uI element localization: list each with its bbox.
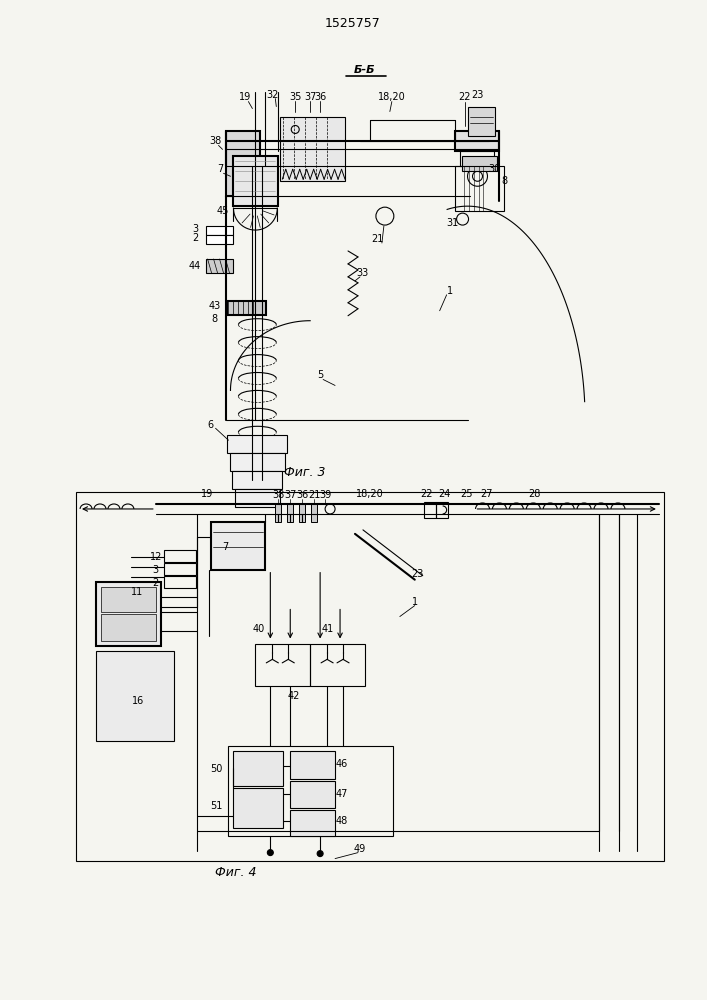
Bar: [291, 810, 335, 836]
Bar: [233, 156, 279, 206]
Text: 30: 30: [489, 164, 501, 174]
Bar: [291, 781, 335, 808]
Text: 41: 41: [322, 624, 334, 634]
Text: 25: 25: [460, 489, 473, 499]
Text: 43: 43: [209, 301, 221, 311]
Text: 11: 11: [131, 587, 143, 597]
Bar: [233, 751, 284, 786]
Text: 22: 22: [458, 92, 471, 102]
Text: 50: 50: [210, 764, 223, 774]
Text: 51: 51: [210, 801, 223, 811]
Text: 2: 2: [192, 233, 199, 243]
Text: 7: 7: [217, 164, 223, 174]
Text: 32: 32: [266, 90, 279, 100]
Text: 36: 36: [296, 490, 308, 500]
Text: 42: 42: [288, 691, 300, 701]
Text: 39: 39: [319, 490, 332, 500]
Bar: [467, 107, 496, 136]
Bar: [211, 522, 265, 570]
Text: 47: 47: [336, 789, 349, 799]
Text: 28: 28: [528, 489, 540, 499]
Bar: [226, 131, 260, 196]
Bar: [233, 471, 282, 489]
Text: 27: 27: [480, 489, 493, 499]
Text: 19: 19: [239, 92, 252, 102]
Text: 48: 48: [336, 816, 348, 826]
Bar: [226, 301, 267, 315]
Text: 33: 33: [356, 268, 368, 278]
Bar: [455, 166, 504, 211]
Text: 49: 49: [354, 844, 366, 854]
Text: 5: 5: [317, 370, 323, 380]
Text: 1: 1: [447, 286, 452, 296]
Text: 12: 12: [150, 552, 162, 562]
Bar: [275, 504, 281, 522]
Text: Б-Б: Б-Б: [354, 65, 375, 75]
Bar: [101, 614, 156, 641]
Bar: [96, 651, 174, 741]
Bar: [164, 576, 196, 588]
Text: Фиг. 3: Фиг. 3: [284, 466, 326, 479]
Text: 16: 16: [132, 696, 144, 706]
Text: Фиг. 4: Фиг. 4: [215, 866, 256, 879]
Bar: [460, 151, 494, 166]
Bar: [206, 235, 233, 244]
Text: 37: 37: [304, 92, 316, 102]
Text: 1525757: 1525757: [325, 17, 381, 30]
Text: 18,20: 18,20: [356, 489, 384, 499]
Circle shape: [317, 851, 323, 857]
Text: 3: 3: [192, 224, 199, 234]
Bar: [291, 751, 335, 779]
Bar: [164, 550, 196, 562]
Text: 8: 8: [211, 314, 218, 324]
Text: 44: 44: [189, 261, 201, 271]
Text: 7: 7: [223, 542, 228, 552]
Bar: [206, 226, 233, 235]
Bar: [228, 435, 287, 453]
Bar: [233, 788, 284, 828]
Text: 24: 24: [438, 489, 451, 499]
Bar: [310, 644, 365, 686]
Bar: [455, 131, 499, 151]
Text: 22: 22: [421, 489, 433, 499]
Bar: [230, 453, 285, 471]
Text: 23: 23: [472, 90, 484, 100]
Text: 18,20: 18,20: [378, 92, 406, 102]
Text: 8: 8: [501, 176, 508, 186]
Bar: [228, 746, 393, 836]
Text: 21: 21: [308, 490, 320, 500]
Bar: [462, 156, 498, 171]
Bar: [206, 259, 233, 273]
Bar: [311, 504, 317, 522]
Text: 1: 1: [411, 597, 418, 607]
Bar: [235, 489, 280, 507]
Bar: [423, 502, 436, 518]
Bar: [96, 582, 160, 646]
Text: 6: 6: [207, 420, 214, 430]
Bar: [164, 563, 196, 575]
Bar: [101, 587, 156, 612]
Bar: [76, 492, 664, 861]
Text: 31: 31: [447, 218, 459, 228]
Text: 46: 46: [336, 759, 348, 769]
Bar: [436, 502, 448, 518]
Text: 3: 3: [153, 565, 159, 575]
Bar: [299, 504, 305, 522]
Text: 19: 19: [201, 489, 214, 499]
Bar: [287, 504, 293, 522]
Text: 40: 40: [252, 624, 264, 634]
Text: 38: 38: [272, 490, 284, 500]
Text: 36: 36: [314, 92, 326, 102]
Bar: [255, 644, 310, 686]
Text: 2: 2: [153, 578, 159, 588]
Bar: [280, 117, 345, 181]
Text: 37: 37: [284, 490, 296, 500]
Text: 38: 38: [209, 136, 222, 146]
Text: 45: 45: [216, 206, 228, 216]
Text: 35: 35: [289, 92, 301, 102]
Text: 21: 21: [372, 234, 384, 244]
Circle shape: [267, 850, 274, 856]
Text: 23: 23: [411, 569, 424, 579]
